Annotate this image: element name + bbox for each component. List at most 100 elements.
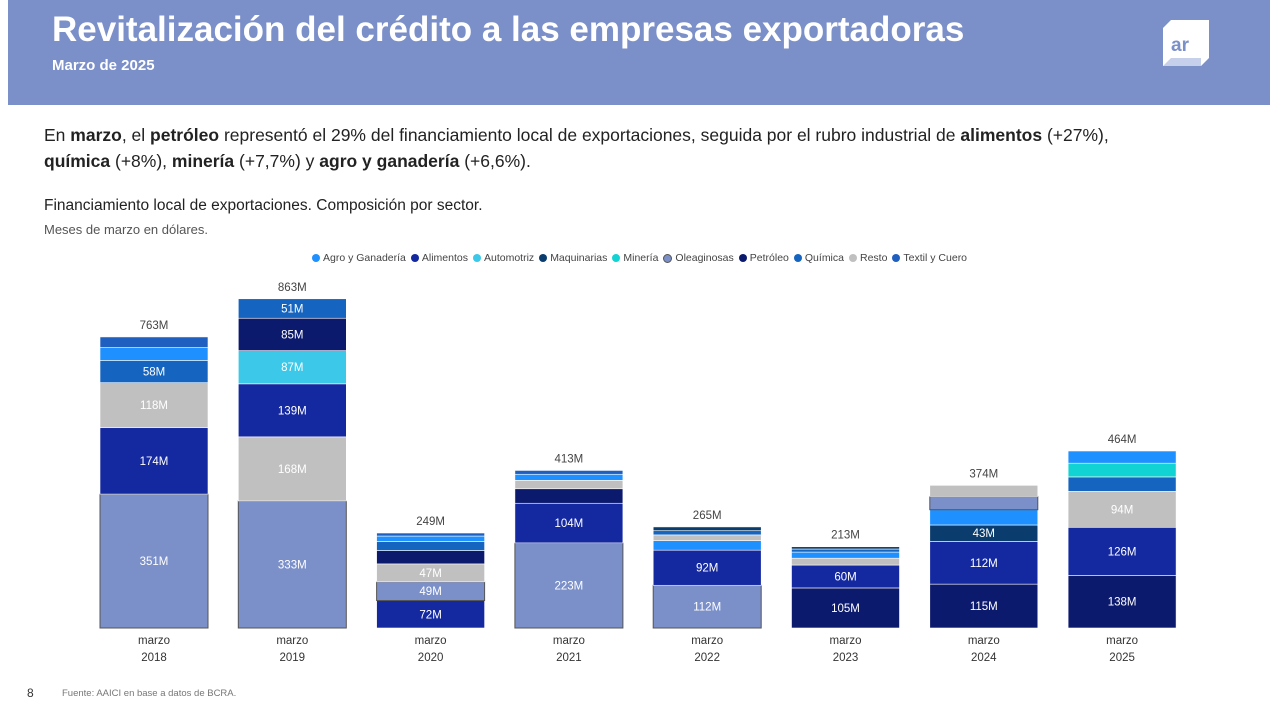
- legend-item[interactable]: Oleaginosas: [663, 252, 734, 264]
- legend-item[interactable]: Agro y Ganadería: [312, 252, 406, 264]
- chart-title: Financiamiento local de exportaciones. C…: [44, 197, 483, 214]
- x-tick-label: marzo: [553, 635, 585, 647]
- segment-label: 118M: [140, 400, 168, 412]
- segment-label: 138M: [1108, 597, 1137, 609]
- bar-segment: [929, 509, 1039, 526]
- page-number: 8: [27, 686, 34, 700]
- bar-segment: [376, 541, 485, 551]
- bar-segment: [1067, 575, 1177, 629]
- bar-segment: [99, 347, 209, 361]
- x-tick-label: marzo: [968, 635, 1000, 647]
- bar-segment: [238, 298, 347, 319]
- x-tick-label: marzo: [138, 635, 170, 647]
- legend-item[interactable]: Química: [793, 252, 844, 264]
- legend-swatch: [848, 254, 857, 262]
- segment-label: 126M: [1108, 546, 1137, 558]
- bar-segment: [514, 542, 624, 629]
- segment-label: 139M: [278, 405, 307, 417]
- bar-segment: [1067, 450, 1177, 464]
- segment-label: 112M: [693, 602, 721, 614]
- bar-segment: [791, 551, 900, 559]
- x-tick-label: 2019: [280, 652, 306, 664]
- segment-label: 112M: [970, 558, 998, 570]
- legend-swatch: [612, 254, 621, 262]
- segment-label: 333M: [278, 559, 307, 571]
- segment-label: 49M: [419, 586, 441, 598]
- bar-segment: [929, 583, 1039, 629]
- bar-segment: [99, 336, 209, 348]
- legend-item[interactable]: Petróleo: [738, 252, 789, 264]
- bar-segment: [237, 500, 347, 629]
- total-label: 863M: [278, 282, 307, 294]
- segment-label: 104M: [555, 518, 584, 530]
- x-tick-label: 2021: [556, 652, 582, 664]
- legend-label: Automotriz: [484, 252, 535, 264]
- bar-segment: [1067, 491, 1177, 528]
- bar-segment: [514, 470, 624, 475]
- bar-segment: [238, 317, 347, 351]
- chart-subtitle: Meses de marzo en dólares.: [44, 222, 209, 237]
- legend-label: Petróleo: [749, 252, 789, 264]
- page-title: Revitalización del crédito a las empresa…: [52, 10, 965, 49]
- total-label: 763M: [140, 320, 169, 332]
- legend-swatch: [312, 254, 320, 262]
- x-tick-label: marzo: [830, 635, 862, 647]
- total-label: 249M: [416, 516, 445, 528]
- legend-item[interactable]: Alimentos: [410, 252, 468, 264]
- segment-label: 115M: [970, 601, 998, 613]
- legend-item[interactable]: Textil y Cuero: [892, 252, 967, 264]
- segment-label: 92M: [696, 563, 718, 575]
- bar-segment: [652, 540, 762, 551]
- bar-segment: [929, 541, 1039, 585]
- x-tick-label: 2024: [971, 652, 997, 664]
- bar-segment: [652, 549, 762, 586]
- legend-swatch: [793, 254, 802, 262]
- legend-item[interactable]: Automotriz: [473, 252, 534, 264]
- bar-segment: [238, 350, 347, 385]
- legend-swatch: [663, 253, 673, 263]
- legend-label: Textil y Cuero: [903, 252, 968, 264]
- x-tick-label: 2025: [1109, 652, 1135, 664]
- segment-label: 168M: [278, 464, 307, 476]
- bar-segment: [99, 427, 209, 495]
- bar-segment: [376, 550, 485, 565]
- segment-label: 60M: [834, 571, 856, 583]
- legend-label: Alimentos: [421, 252, 468, 264]
- legend-swatch: [738, 254, 747, 262]
- segment-label: 351M: [140, 556, 169, 568]
- bar-segment: [514, 488, 624, 504]
- header-banner: [8, 0, 1270, 105]
- legend-label: Maquinarias: [550, 252, 608, 264]
- legend-label: Agro y Ganadería: [323, 252, 406, 264]
- page-subtitle: Marzo de 2025: [52, 57, 155, 74]
- legend-label: Oleaginosas: [675, 252, 734, 264]
- segment-label: 51M: [281, 303, 303, 315]
- x-tick-label: marzo: [691, 635, 723, 647]
- bar-segment: [929, 485, 1039, 497]
- bar-segment: [652, 526, 762, 532]
- bar-segment: [99, 382, 209, 429]
- bar-segment: [514, 473, 624, 481]
- bar-segment: [1067, 462, 1177, 478]
- total-label: 464M: [1108, 434, 1137, 446]
- ar-logo-icon: [1163, 20, 1209, 66]
- bar-segment: [514, 480, 624, 490]
- bar-segment: [1067, 476, 1177, 492]
- legend-item[interactable]: Minería: [612, 252, 658, 264]
- bar-segment: [791, 546, 900, 550]
- legend-swatch: [892, 254, 901, 262]
- bar-segment: [652, 534, 762, 541]
- legend-item[interactable]: Maquinarias: [539, 252, 607, 264]
- legend-swatch: [410, 254, 419, 262]
- segment-label: 43M: [973, 528, 995, 540]
- segment-label: 174M: [140, 456, 169, 468]
- bar-segment: [99, 493, 209, 629]
- segment-label: 58M: [143, 367, 165, 379]
- segment-label: 223M: [555, 580, 584, 592]
- legend-item[interactable]: Resto: [848, 252, 887, 264]
- segment-label: 94M: [1111, 504, 1133, 516]
- total-label: 265M: [693, 510, 722, 522]
- x-tick-label: 2018: [141, 652, 167, 664]
- x-tick-label: 2022: [694, 652, 720, 664]
